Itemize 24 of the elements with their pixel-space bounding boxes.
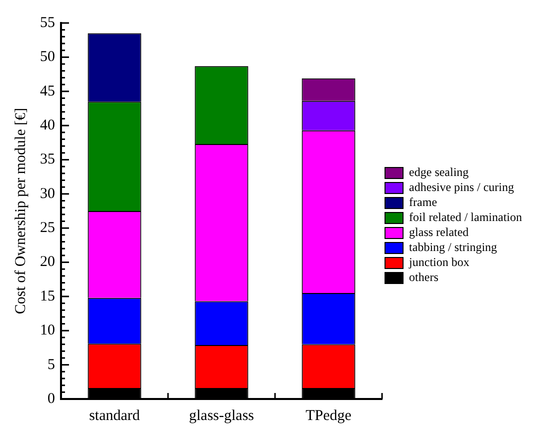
- y-tick-label: 55: [40, 14, 55, 31]
- y-tick-label: 50: [40, 49, 55, 66]
- y-tick-label: 25: [40, 220, 55, 236]
- y-tick-label: 35: [40, 152, 55, 168]
- legend-label: glass related: [409, 225, 469, 240]
- y-tick-label: 40: [40, 117, 55, 134]
- legend-label: edge sealing: [409, 165, 469, 180]
- legend-label: junction box: [408, 255, 470, 270]
- y-axis-title: Cost of Ownership per module [€]: [12, 108, 29, 314]
- y-tick-label: 15: [40, 288, 55, 304]
- legend-label: frame: [409, 195, 438, 210]
- legend-label: adhesive pins / curing: [409, 180, 514, 194]
- y-tick-label: 0: [48, 390, 55, 407]
- legend-label: others: [409, 270, 439, 284]
- y-tick-label: 10: [40, 322, 55, 339]
- x-tick-label: TPedge: [306, 408, 352, 424]
- legend-label: tabbing / stringing: [409, 240, 498, 254]
- legend-label: foil related / lamination: [409, 210, 522, 224]
- y-tick-label: 30: [40, 186, 55, 202]
- y-tick-label: 45: [40, 83, 55, 100]
- y-tick-label: 5: [48, 356, 55, 373]
- x-tick-label: standard: [89, 408, 140, 424]
- x-tick-label: glass-glass: [189, 408, 254, 424]
- y-tick-label: 20: [40, 254, 55, 270]
